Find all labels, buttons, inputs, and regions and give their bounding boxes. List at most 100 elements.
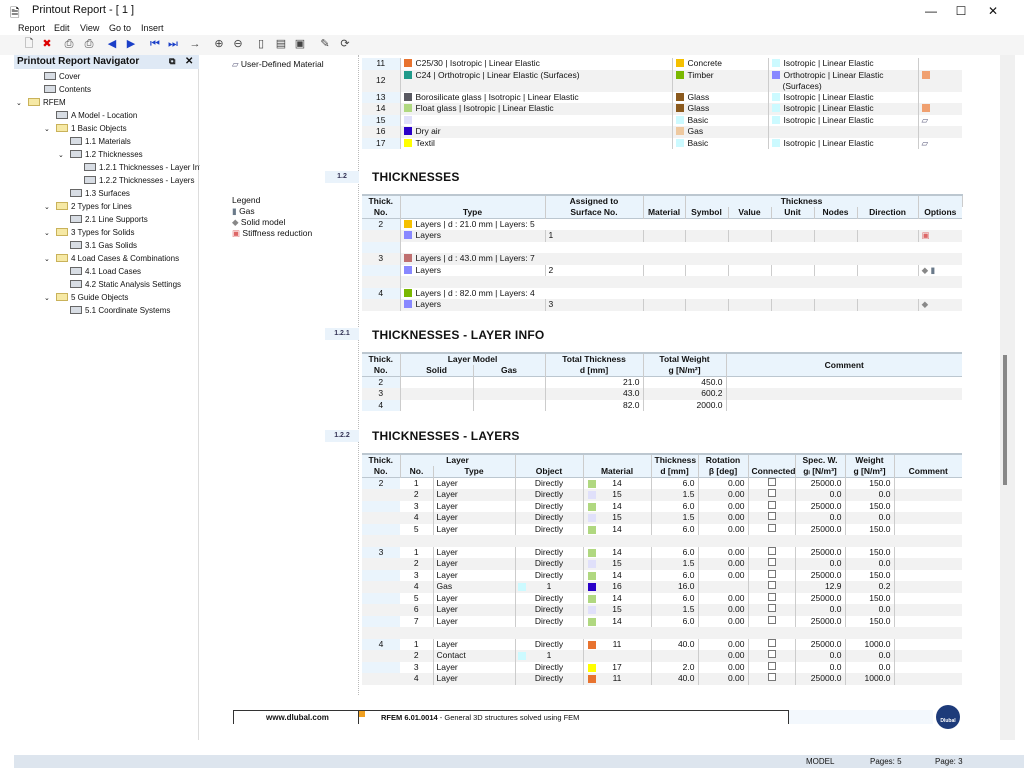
material-model-cell: Isotropic | Linear Elastic xyxy=(767,137,918,149)
connected-checkbox[interactable] xyxy=(767,581,776,590)
zoom-in-button[interactable]: ⊕ xyxy=(212,37,226,51)
chevron-down-icon[interactable]: ⌄ xyxy=(44,126,50,133)
object-cell: Directly xyxy=(514,489,583,501)
section-title: THICKNESSES - LAYER INFO xyxy=(372,328,545,342)
nav-item[interactable]: 4.1 Load Cases xyxy=(14,266,199,279)
connected-checkbox[interactable] xyxy=(767,512,776,521)
edit-button[interactable]: ✎ xyxy=(318,37,332,51)
nav-item[interactable]: 5.1 Coordinate Systems xyxy=(14,305,199,318)
chevron-down-icon[interactable]: ⌄ xyxy=(16,100,22,107)
nav-item[interactable]: 1.3 Surfaces xyxy=(14,188,199,201)
previous-page-button[interactable]: ◀ xyxy=(105,37,119,51)
table-row: Layers 2 ◆ ▮ xyxy=(362,264,963,276)
chevron-down-icon[interactable]: ⌄ xyxy=(44,204,50,211)
connected-checkbox[interactable] xyxy=(767,489,776,498)
menu-edit[interactable]: Edit xyxy=(54,23,70,33)
menu-go-to[interactable]: Go to xyxy=(109,23,132,33)
connected-checkbox[interactable] xyxy=(767,604,776,613)
specific-weight: 0.0 xyxy=(794,558,845,570)
first-page-icon: ⏮ xyxy=(150,38,160,50)
empty-cell xyxy=(684,264,728,276)
layer-no: 7 xyxy=(413,615,419,626)
nav-item[interactable]: 1.2.2 Thicknesses - Layers xyxy=(14,175,199,188)
chevron-down-icon[interactable]: ⌄ xyxy=(44,295,50,302)
nav-item[interactable]: 3.1 Gas Solids xyxy=(14,240,199,253)
layer-type: Layer xyxy=(432,638,515,650)
layer-type: Layer xyxy=(432,604,515,616)
column-header: Weight xyxy=(844,454,894,466)
connected-checkbox[interactable] xyxy=(767,500,776,509)
float-icon[interactable]: ⧉ xyxy=(169,56,176,66)
nav-item[interactable]: ⌄ 4 Load Cases & Combinations xyxy=(14,253,199,266)
section-number: 1.2.2 xyxy=(325,430,359,442)
thickness-no xyxy=(362,604,400,616)
thickness-value: 1.5 xyxy=(650,604,698,616)
nav-item[interactable]: ⌄ 2 Types for Lines xyxy=(14,201,199,214)
nav-item[interactable]: ⌄ RFEM xyxy=(14,97,199,110)
nav-item-label: 1 Basic Objects xyxy=(71,124,127,133)
page-view-button[interactable]: ▯ xyxy=(254,37,268,51)
print-button[interactable]: ⎙ xyxy=(62,37,76,51)
last-page-button[interactable]: ⏭ xyxy=(166,37,180,51)
connected-checkbox[interactable] xyxy=(767,615,776,624)
connected-cell xyxy=(747,650,795,662)
close-button[interactable]: ✕ xyxy=(987,4,999,18)
go-to-page-button[interactable]: → xyxy=(188,37,202,51)
selection-button[interactable]: ▤ xyxy=(274,37,288,51)
refresh-button[interactable]: ⟳ xyxy=(338,37,352,51)
material-type-cell: Gas xyxy=(671,126,768,138)
maximize-button[interactable]: ☐ xyxy=(955,4,967,18)
connected-checkbox[interactable] xyxy=(767,592,776,601)
zoom-out-button[interactable]: ⊖ xyxy=(231,37,245,51)
connected-checkbox[interactable] xyxy=(767,558,776,567)
weight-value: 0.0 xyxy=(844,604,894,616)
nav-item[interactable]: ⌄ 3 Types for Solids xyxy=(14,227,199,240)
table-icon xyxy=(70,189,82,197)
color-swatch xyxy=(587,571,596,580)
menu-insert[interactable]: Insert xyxy=(141,23,164,33)
minimize-button[interactable]: — xyxy=(925,4,937,18)
chevron-down-icon[interactable]: ⌄ xyxy=(44,256,50,263)
insert-graphic-button[interactable]: ▣ xyxy=(293,37,307,51)
vertical-scrollbar[interactable] xyxy=(1000,55,1015,740)
nav-item[interactable]: 2.1 Line Supports xyxy=(14,214,199,227)
delete-report-button[interactable]: ✖ xyxy=(40,37,54,51)
material-model: Isotropic | Linear Elastic xyxy=(783,114,874,125)
empty-cell xyxy=(770,230,814,242)
menu-view[interactable]: View xyxy=(80,23,100,33)
connected-checkbox[interactable] xyxy=(767,546,776,555)
connected-checkbox[interactable] xyxy=(767,638,776,647)
nav-item[interactable]: 1.1 Materials xyxy=(14,136,199,149)
nav-item[interactable]: ⌄ 1.2 Thicknesses xyxy=(14,149,199,162)
connected-checkbox[interactable] xyxy=(767,673,776,682)
material-options-cell xyxy=(917,58,962,70)
chevron-down-icon[interactable]: ⌄ xyxy=(44,230,50,237)
print-options-button[interactable]: ⎙ xyxy=(82,37,96,51)
connected-checkbox[interactable] xyxy=(767,661,776,670)
first-page-button[interactable]: ⏮ xyxy=(148,37,162,51)
legend-label: Stiffness reduction xyxy=(242,228,313,238)
nav-item[interactable]: A Model - Location xyxy=(14,110,199,123)
material-model-cell: Isotropic | Linear Elastic xyxy=(767,58,918,70)
object-cell: Directly xyxy=(514,615,583,627)
menu-report[interactable]: Report xyxy=(18,23,46,33)
layers-label: Layers xyxy=(415,299,442,310)
solid-model-icon: ◆ xyxy=(232,217,239,227)
connected-checkbox[interactable] xyxy=(767,523,776,532)
nav-item[interactable]: 4.2 Static Analysis Settings xyxy=(14,279,199,292)
connected-checkbox[interactable] xyxy=(767,569,776,578)
nav-item[interactable]: ⌄ 1 Basic Objects xyxy=(14,123,199,136)
thickness-no: 3 xyxy=(362,546,400,558)
nav-item[interactable]: Cover xyxy=(14,71,199,84)
scrollbar-thumb[interactable] xyxy=(1003,355,1007,485)
connected-checkbox[interactable] xyxy=(767,478,776,486)
nav-item[interactable]: 1.2.1 Thicknesses - Layer Info xyxy=(14,162,206,175)
nav-item[interactable]: Contents xyxy=(14,84,199,97)
next-page-button[interactable]: ▶ xyxy=(124,37,138,51)
material-no: 14 xyxy=(612,592,622,603)
nav-item[interactable]: ⌄ 5 Guide Objects xyxy=(14,292,199,305)
chevron-down-icon[interactable]: ⌄ xyxy=(58,152,64,159)
new-report-button[interactable]: 🗋 xyxy=(22,37,36,51)
close-navigator-icon[interactable]: ✕ xyxy=(185,56,194,67)
connected-checkbox[interactable] xyxy=(767,650,776,659)
